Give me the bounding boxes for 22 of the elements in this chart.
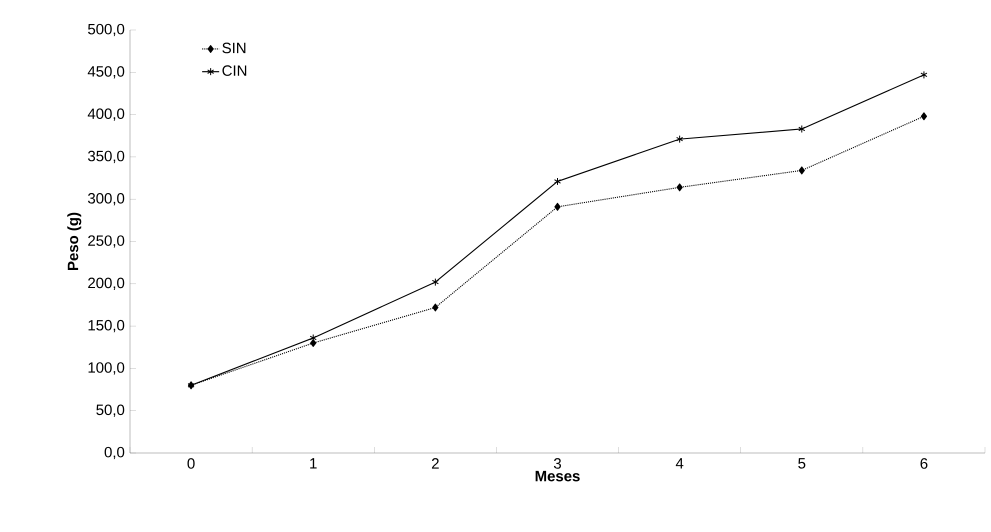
y-tick-label: 150,0 [88, 320, 124, 332]
x-tick-label: 6 [920, 458, 928, 469]
y-tick-label: 250,0 [88, 235, 124, 248]
x-tick-label: 2 [432, 458, 439, 469]
x-tick-label: 5 [798, 458, 806, 469]
y-tick-label: 500,0 [88, 24, 124, 36]
x-tick-label: 4 [676, 458, 684, 468]
y-tick-label: 200,0 [88, 278, 124, 290]
x-axis-title: Meses [536, 470, 580, 482]
x-tick-label: 1 [310, 458, 317, 468]
y-tick-label: 400,0 [88, 108, 124, 121]
legend-label: CIN [222, 65, 246, 76]
y-tick-label: 0,0 [104, 446, 124, 460]
y-tick-label: 100,0 [88, 362, 124, 375]
y-tick-label: 300,0 [88, 193, 124, 206]
x-tick-label: 3 [554, 458, 561, 469]
y-tick-label: 350,0 [88, 150, 124, 164]
y-tick-label: 50,0 [96, 404, 124, 417]
legend-label: SIN [222, 42, 246, 54]
y-axis-title: Peso (g) [67, 212, 82, 270]
y-tick-label: 450,0 [88, 66, 124, 78]
x-tick-label: 0 [187, 458, 195, 469]
